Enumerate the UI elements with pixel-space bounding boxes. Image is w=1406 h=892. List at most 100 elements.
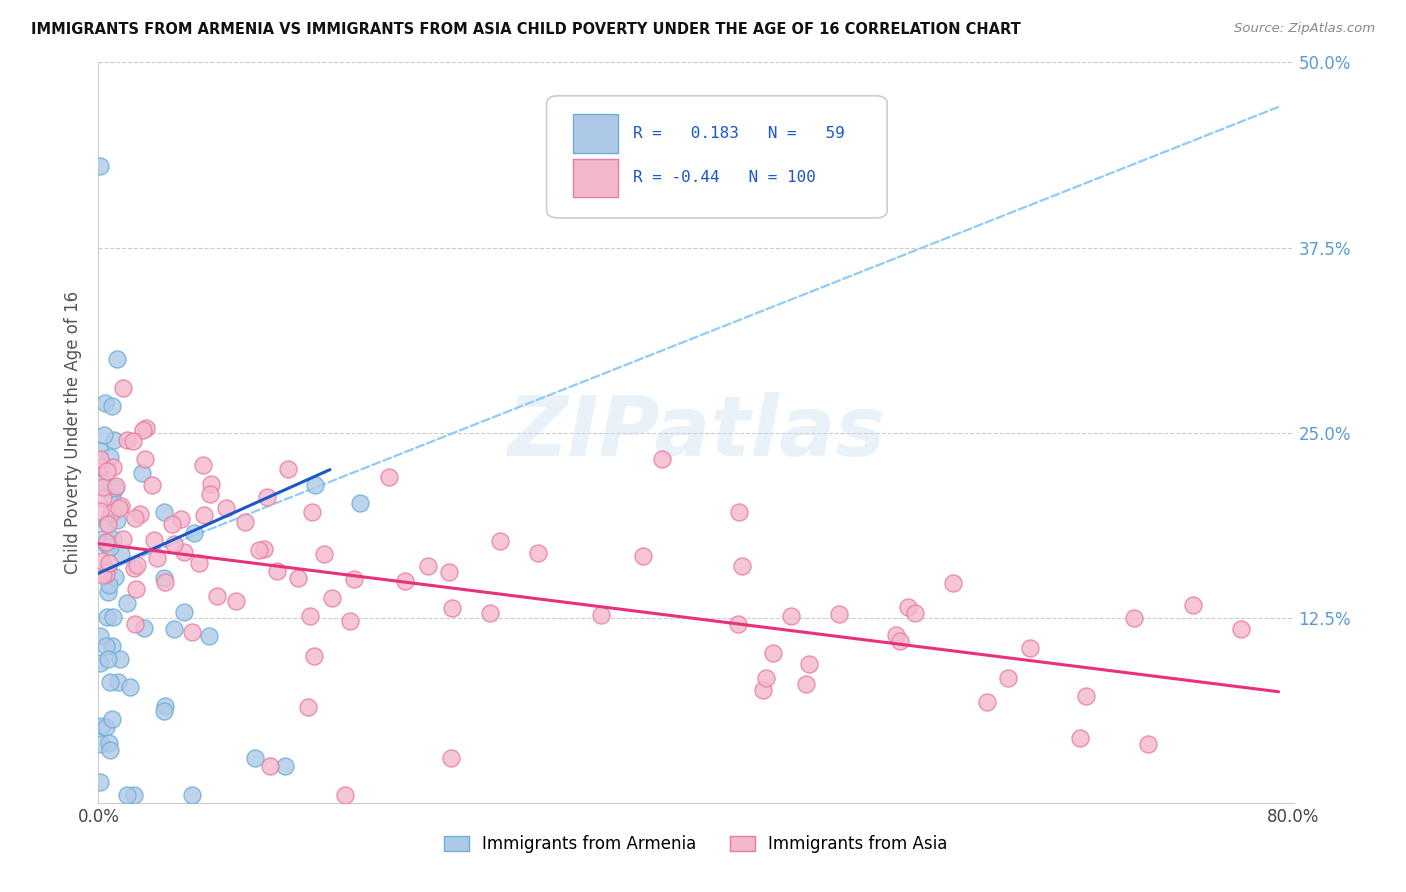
Point [173, 606, 195, 620]
Text: R = -0.44   N = 100: R = -0.44 N = 100 [633, 170, 815, 186]
Point [797, 657, 820, 672]
Point [245, 751, 267, 765]
Text: IMMIGRANTS FROM ARMENIA VS IMMIGRANTS FROM ASIA CHILD POVERTY UNDER THE AGE OF 1: IMMIGRANTS FROM ARMENIA VS IMMIGRANTS FR… [31, 22, 1021, 37]
Point [93, 568, 115, 582]
Point [349, 496, 371, 510]
Point [146, 551, 169, 566]
Point [259, 758, 281, 772]
Point [884, 628, 907, 642]
Point [125, 558, 148, 572]
Point [91, 475, 114, 489]
Point [418, 558, 440, 573]
Point [132, 621, 155, 635]
Point [90, 532, 112, 546]
Legend: Immigrants from Armenia, Immigrants from Asia: Immigrants from Armenia, Immigrants from… [436, 826, 956, 861]
Point [200, 477, 222, 491]
Point [108, 651, 131, 665]
Point [89, 443, 111, 458]
Point [1230, 623, 1253, 637]
Point [198, 487, 221, 501]
Point [478, 606, 501, 620]
Point [98, 675, 121, 690]
Point [897, 600, 920, 615]
Point [301, 505, 323, 519]
Point [1074, 689, 1097, 703]
Point [101, 460, 124, 475]
Point [297, 700, 319, 714]
Point [94, 537, 117, 551]
Point [115, 433, 138, 447]
Point [122, 561, 145, 575]
Point [96, 639, 118, 653]
Point [98, 450, 121, 464]
Point [104, 481, 127, 495]
Point [100, 490, 122, 504]
Point [110, 500, 132, 514]
Point [152, 704, 174, 718]
Point [132, 423, 155, 437]
Text: R =   0.183   N =   59: R = 0.183 N = 59 [633, 126, 845, 141]
Point [1181, 598, 1204, 612]
Point [141, 478, 163, 492]
Point [89, 775, 111, 789]
Point [94, 567, 117, 582]
Point [651, 452, 673, 467]
Point [752, 683, 775, 698]
Point [97, 517, 120, 532]
Point [135, 421, 157, 435]
Point [298, 609, 321, 624]
Point [321, 591, 343, 605]
Point [997, 671, 1019, 685]
Point [153, 505, 176, 519]
Point [89, 460, 111, 475]
Point [142, 533, 165, 548]
Point [91, 491, 114, 506]
Point [1137, 737, 1160, 751]
Point [89, 159, 111, 173]
Point [225, 594, 247, 608]
Point [976, 695, 998, 709]
Point [335, 789, 357, 803]
Point [633, 549, 655, 564]
FancyBboxPatch shape [572, 114, 619, 153]
Point [115, 789, 138, 803]
Point [904, 607, 927, 621]
Point [97, 585, 120, 599]
Point [163, 622, 186, 636]
Point [111, 381, 134, 395]
Point [91, 553, 114, 567]
Point [101, 609, 124, 624]
Point [153, 574, 176, 589]
Point [152, 571, 174, 585]
Point [755, 671, 778, 685]
Point [181, 625, 204, 640]
Point [124, 510, 146, 524]
Point [129, 507, 152, 521]
Point [94, 720, 117, 734]
Point [1122, 610, 1144, 624]
Y-axis label: Child Poverty Under the Age of 16: Child Poverty Under the Age of 16 [65, 291, 83, 574]
Point [780, 609, 803, 624]
Point [94, 535, 117, 549]
Text: Source: ZipAtlas.com: Source: ZipAtlas.com [1234, 22, 1375, 36]
Point [91, 480, 114, 494]
Point [96, 516, 118, 531]
Text: ZIPatlas: ZIPatlas [508, 392, 884, 473]
Point [343, 573, 366, 587]
Point [89, 452, 111, 467]
Point [101, 399, 124, 413]
Point [89, 504, 111, 518]
Point [120, 680, 142, 694]
Point [198, 629, 221, 643]
Point [96, 610, 118, 624]
Point [377, 470, 399, 484]
Point [105, 479, 128, 493]
Point [253, 541, 276, 556]
Point [394, 574, 416, 589]
Point [191, 458, 214, 473]
Point [89, 656, 111, 670]
Point [173, 544, 195, 558]
Point [889, 634, 911, 648]
Point [93, 427, 115, 442]
Point [91, 719, 114, 733]
